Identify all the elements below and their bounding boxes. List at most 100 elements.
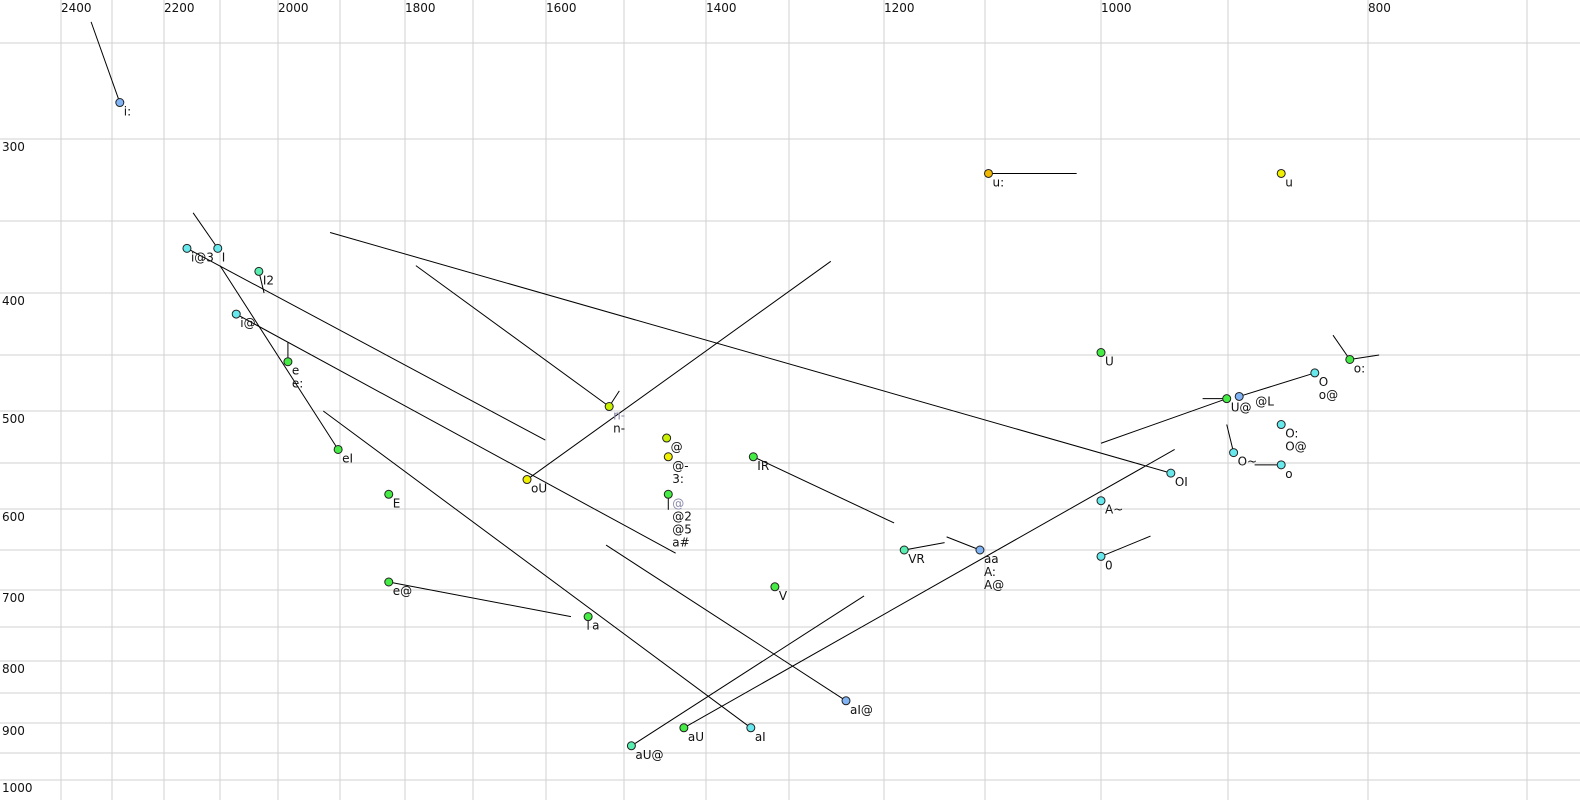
x-tick-label: 800 bbox=[1368, 1, 1391, 15]
vowel-label: I2 bbox=[263, 273, 274, 287]
formant-track bbox=[1100, 398, 1227, 444]
formant-track bbox=[1349, 354, 1380, 360]
vowel-marker[interactable] bbox=[679, 723, 689, 733]
vowel-label: U@ bbox=[1231, 401, 1252, 415]
vowel-point[interactable]: i@ bbox=[231, 309, 256, 330]
vowel-marker[interactable] bbox=[182, 243, 192, 253]
vowel-point[interactable]: U@ bbox=[1222, 394, 1252, 415]
vowel-point[interactable]: OI bbox=[1166, 468, 1188, 489]
vowel-point[interactable]: eI bbox=[333, 444, 353, 465]
vowel-point[interactable]: IR bbox=[748, 452, 769, 473]
vowel-point[interactable]: aaA:A@ bbox=[975, 545, 1004, 592]
vowel-point[interactable]: i@3 bbox=[182, 243, 214, 264]
x-tick-label: 1200 bbox=[884, 1, 915, 15]
vowel-point[interactable]: A~ bbox=[1096, 496, 1123, 517]
vowel-point[interactable]: e@ bbox=[384, 577, 412, 598]
vowel-point[interactable]: u: bbox=[983, 168, 1004, 189]
formant-track bbox=[946, 536, 981, 551]
vowel-point[interactable]: O~ bbox=[1229, 448, 1258, 469]
vowel-marker[interactable] bbox=[1096, 496, 1106, 506]
vowel-point[interactable]: aU@ bbox=[626, 741, 664, 762]
vowel-marker[interactable] bbox=[770, 582, 780, 592]
formant-track bbox=[683, 449, 1175, 729]
vowel-point[interactable]: a bbox=[583, 612, 599, 633]
y-tick-label: 600 bbox=[2, 510, 25, 524]
vowel-marker[interactable] bbox=[899, 545, 909, 555]
vowel-marker[interactable] bbox=[983, 168, 993, 178]
formant-track bbox=[753, 456, 895, 524]
vowel-marker[interactable] bbox=[1276, 168, 1286, 178]
vowel-point[interactable]: o: bbox=[1345, 354, 1365, 375]
vowel-point[interactable]: ee: bbox=[283, 357, 303, 391]
vowel-point[interactable]: I bbox=[213, 243, 226, 264]
vowel-point[interactable]: VR bbox=[899, 545, 925, 566]
vowel-label: aI bbox=[755, 730, 766, 744]
vowel-label: O@ bbox=[1285, 440, 1306, 454]
vowel-marker[interactable] bbox=[626, 741, 636, 751]
vowel-marker[interactable] bbox=[1229, 448, 1239, 458]
vowel-marker[interactable] bbox=[254, 266, 264, 276]
vowel-point[interactable]: oU bbox=[522, 475, 547, 496]
vowel-point[interactable]: i: bbox=[115, 98, 131, 119]
vowel-label: e bbox=[292, 364, 299, 378]
vowel-point[interactable]: I2 bbox=[254, 266, 274, 287]
vowel-label: n- bbox=[613, 409, 625, 423]
vowel-marker[interactable] bbox=[663, 452, 673, 462]
vowel-marker[interactable] bbox=[384, 577, 394, 587]
vowel-marker[interactable] bbox=[1345, 354, 1355, 364]
vowel-label: @ bbox=[672, 496, 684, 510]
vowel-point[interactable]: @ bbox=[662, 433, 683, 454]
vowel-marker[interactable] bbox=[662, 433, 672, 443]
vowel-point[interactable]: u bbox=[1276, 168, 1293, 189]
vowel-point[interactable]: O:O@ bbox=[1276, 420, 1307, 454]
vowel-point[interactable]: U bbox=[1096, 348, 1114, 369]
vowel-marker[interactable] bbox=[283, 357, 293, 367]
vowel-label: o: bbox=[1354, 361, 1365, 375]
y-tick-label: 1000 bbox=[2, 781, 33, 795]
x-tick-label: 1000 bbox=[1101, 1, 1132, 15]
vowel-marker[interactable] bbox=[1310, 368, 1320, 378]
vowel-marker[interactable] bbox=[522, 475, 532, 485]
vowel-marker[interactable] bbox=[1096, 551, 1106, 561]
vowel-marker[interactable] bbox=[583, 612, 593, 622]
vowel-label: 0 bbox=[1105, 558, 1113, 572]
vowel-marker[interactable] bbox=[1222, 394, 1232, 404]
vowel-point[interactable]: 0 bbox=[1096, 551, 1113, 572]
vowel-point[interactable]: aU bbox=[679, 723, 704, 744]
vowel-point[interactable]: V bbox=[770, 582, 788, 603]
vowel-marker[interactable] bbox=[333, 444, 343, 454]
vowel-point[interactable]: @-3: bbox=[663, 452, 689, 486]
vowel-point[interactable]: aI@ bbox=[841, 696, 873, 717]
y-tick-label: 800 bbox=[2, 662, 25, 676]
vowel-point[interactable]: aI bbox=[746, 723, 766, 744]
vowel-marker[interactable] bbox=[1234, 391, 1244, 401]
vowel-label: i: bbox=[124, 105, 131, 119]
vowel-marker[interactable] bbox=[746, 723, 756, 733]
vowel-point[interactable]: @L bbox=[1234, 391, 1274, 408]
formant-track bbox=[322, 410, 752, 729]
vowel-marker[interactable] bbox=[975, 545, 985, 555]
vowel-marker[interactable] bbox=[384, 489, 394, 499]
vowel-marker[interactable] bbox=[1166, 468, 1176, 478]
y-tick-label: 500 bbox=[2, 412, 25, 426]
vowel-point[interactable]: n-n- bbox=[604, 402, 625, 436]
vowel-label: n- bbox=[613, 422, 625, 436]
vowel-point[interactable]: o bbox=[1276, 460, 1293, 481]
vowel-marker[interactable] bbox=[231, 309, 241, 319]
vowel-point[interactable]: @@2@5a# bbox=[663, 489, 692, 549]
vowel-marker[interactable] bbox=[1276, 420, 1286, 430]
vowel-marker[interactable] bbox=[604, 402, 614, 412]
vowel-marker[interactable] bbox=[1276, 460, 1286, 470]
y-tick-label: 400 bbox=[2, 294, 25, 308]
vowel-marker[interactable] bbox=[213, 243, 223, 253]
vowel-marker[interactable] bbox=[841, 696, 851, 706]
formant-track bbox=[90, 21, 121, 103]
vowel-point[interactable]: E bbox=[384, 489, 401, 510]
vowel-marker[interactable] bbox=[748, 452, 758, 462]
formant-track bbox=[1332, 334, 1351, 360]
vowel-marker[interactable] bbox=[1096, 348, 1106, 358]
vowel-marker[interactable] bbox=[663, 489, 673, 499]
vowel-marker[interactable] bbox=[115, 98, 125, 108]
vowel-point[interactable]: Oo@ bbox=[1310, 368, 1338, 402]
vowel-label: E bbox=[393, 496, 401, 510]
